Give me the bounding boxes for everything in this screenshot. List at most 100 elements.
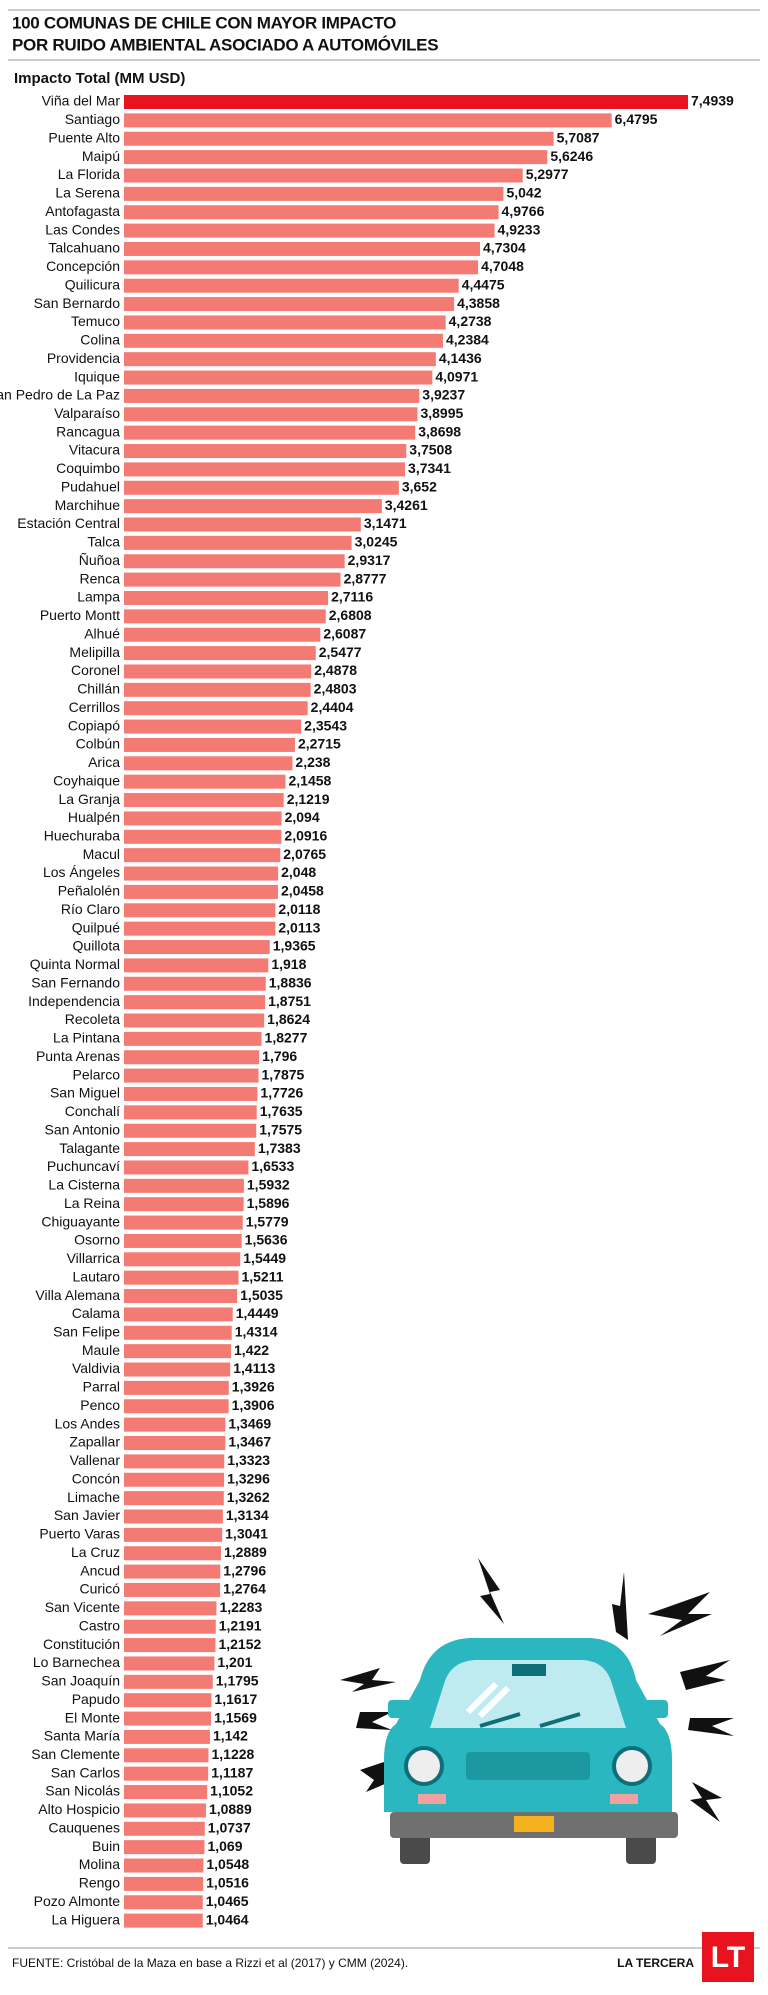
bar bbox=[124, 1178, 244, 1193]
category-label: San Clemente bbox=[31, 1746, 120, 1762]
value-label: 1,1617 bbox=[214, 1691, 257, 1707]
value-label: 1,1187 bbox=[211, 1764, 253, 1780]
value-label: 1,7635 bbox=[260, 1103, 303, 1119]
logo: LT bbox=[711, 1941, 745, 1974]
category-label: Villa Alemana bbox=[35, 1287, 120, 1303]
bar bbox=[124, 1564, 221, 1579]
bar bbox=[124, 1105, 257, 1120]
bar bbox=[124, 719, 302, 734]
category-label: Calama bbox=[72, 1305, 120, 1321]
value-label: 5,7087 bbox=[557, 129, 600, 145]
bar bbox=[124, 186, 504, 201]
value-label: 4,3858 bbox=[457, 295, 500, 311]
category-label: Zapallar bbox=[69, 1434, 120, 1450]
category-label: Papudo bbox=[72, 1691, 120, 1707]
chart-title-line-1: 100 COMUNAS DE CHILE CON MAYOR IMPACTO bbox=[12, 13, 396, 32]
brand: LA TERCERA bbox=[617, 1956, 694, 1970]
value-label: 1,422 bbox=[234, 1342, 269, 1358]
value-label: 1,2152 bbox=[218, 1636, 261, 1652]
category-label: La Reina bbox=[64, 1195, 120, 1211]
bar bbox=[124, 278, 459, 293]
value-label: 3,9237 bbox=[422, 387, 465, 403]
bar bbox=[124, 1270, 239, 1285]
category-label: Maule bbox=[82, 1342, 120, 1358]
bar bbox=[124, 131, 554, 146]
bar bbox=[124, 352, 436, 367]
category-label: San Javier bbox=[54, 1507, 120, 1523]
category-label: San Felipe bbox=[53, 1323, 120, 1339]
category-label: Talagante bbox=[59, 1140, 120, 1156]
category-label: Ñuñoa bbox=[79, 552, 120, 568]
value-label: 1,1569 bbox=[214, 1709, 257, 1725]
bar bbox=[124, 1821, 205, 1836]
value-label: 1,0516 bbox=[206, 1875, 249, 1891]
category-label: San Vicente bbox=[45, 1599, 120, 1615]
category-label: Copiapó bbox=[68, 717, 120, 733]
value-label: 1,3296 bbox=[227, 1470, 270, 1486]
value-label: 1,5211 bbox=[241, 1268, 283, 1284]
bar bbox=[124, 407, 418, 422]
bar bbox=[124, 1233, 242, 1248]
value-label: 1,7875 bbox=[262, 1066, 305, 1082]
category-label: Punta Arenas bbox=[36, 1048, 120, 1064]
bar bbox=[124, 535, 352, 550]
value-label: 7,4939 bbox=[691, 93, 734, 109]
category-label: La Higuera bbox=[52, 1911, 121, 1927]
bar bbox=[124, 1711, 212, 1726]
category-label: Colina bbox=[80, 332, 120, 348]
value-label: 3,652 bbox=[402, 478, 437, 494]
bar bbox=[124, 1803, 206, 1818]
value-label: 6,4795 bbox=[615, 111, 658, 127]
bar bbox=[124, 1289, 238, 1304]
bar bbox=[124, 1546, 222, 1561]
value-label: 1,918 bbox=[271, 956, 306, 972]
value-label: 1,3134 bbox=[226, 1507, 269, 1523]
value-label: 2,0458 bbox=[281, 883, 324, 899]
value-label: 3,8698 bbox=[418, 423, 461, 439]
value-label: 1,3906 bbox=[232, 1397, 275, 1413]
category-label: La Pintana bbox=[53, 1030, 120, 1046]
bar bbox=[124, 609, 326, 624]
category-label: Curicó bbox=[80, 1581, 121, 1597]
bar bbox=[124, 1160, 249, 1175]
bar bbox=[124, 480, 399, 495]
bar bbox=[124, 903, 276, 918]
value-label: 1,142 bbox=[213, 1728, 248, 1744]
category-label: San Miguel bbox=[50, 1085, 120, 1101]
category-label: Santiago bbox=[65, 111, 120, 127]
bar bbox=[124, 1840, 205, 1855]
value-label: 1,1228 bbox=[212, 1746, 255, 1762]
value-label: 2,6087 bbox=[323, 625, 366, 641]
value-label: 1,5035 bbox=[240, 1287, 283, 1303]
bar bbox=[124, 1325, 232, 1340]
value-label: 2,0765 bbox=[283, 846, 326, 862]
glare bbox=[465, 1681, 511, 1719]
bar bbox=[124, 1858, 204, 1873]
value-label: 4,1436 bbox=[439, 350, 482, 366]
bar bbox=[124, 829, 282, 844]
value-label: 1,3041 bbox=[225, 1526, 268, 1542]
category-label: Villarrica bbox=[67, 1250, 121, 1266]
value-label: 2,2715 bbox=[298, 736, 341, 752]
car-illustration bbox=[340, 1558, 734, 1864]
value-label: 1,201 bbox=[217, 1654, 252, 1670]
category-label: Pudahuel bbox=[61, 478, 120, 494]
value-label: 1,8836 bbox=[269, 974, 312, 990]
value-label: 1,069 bbox=[207, 1838, 242, 1854]
value-label: 2,0113 bbox=[278, 919, 320, 935]
value-label: 2,1219 bbox=[287, 791, 330, 807]
value-label: 1,3262 bbox=[227, 1489, 270, 1505]
category-label: Coyhaique bbox=[53, 772, 120, 788]
category-label: Talcahuano bbox=[48, 240, 120, 256]
bar bbox=[124, 866, 279, 881]
value-label: 1,2796 bbox=[223, 1562, 266, 1578]
bar bbox=[124, 1638, 216, 1653]
category-label: Los Andes bbox=[55, 1415, 120, 1431]
value-label: 4,7048 bbox=[481, 258, 524, 274]
bar bbox=[124, 1674, 213, 1689]
value-label: 2,3543 bbox=[304, 717, 347, 733]
value-label: 5,2977 bbox=[526, 166, 569, 182]
category-label: Colbún bbox=[76, 736, 120, 752]
value-label: 1,1052 bbox=[210, 1783, 253, 1799]
value-label: 1,2191 bbox=[219, 1617, 262, 1633]
